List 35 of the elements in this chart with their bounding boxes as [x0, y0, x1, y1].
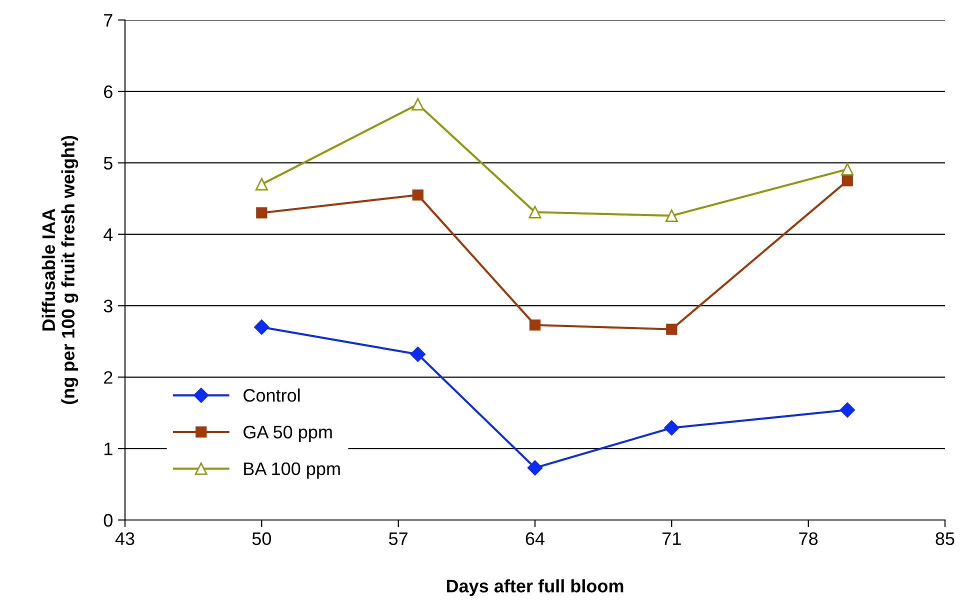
y-tick-label: 1: [104, 442, 112, 456]
legend-label: GA 50 ppm: [244, 426, 332, 442]
x-axis-title: Days after full bloom: [446, 579, 624, 596]
legend-label: Control: [244, 388, 300, 402]
y-axis-title: Diffusable IAA (ng per 100 g fruit fresh weight): [42, 136, 78, 404]
y-tick-label: 4: [104, 228, 113, 241]
x-tick-label: 71: [662, 532, 681, 545]
point: [528, 206, 542, 218]
x-tick-label: 85: [936, 532, 954, 546]
y-tick-label: 3: [104, 300, 112, 312]
x-tick-label: 78: [799, 532, 818, 546]
legend-label: BA 100 ppm: [244, 462, 340, 479]
y-tick-label: 7: [104, 14, 112, 27]
point: [255, 178, 268, 191]
point: [842, 175, 853, 186]
point: [665, 209, 678, 222]
y-tick-label: 5: [104, 156, 112, 170]
x-tick-label: 57: [389, 532, 408, 546]
y-tick-label: 2: [104, 371, 112, 384]
point: [256, 207, 268, 218]
point: [664, 420, 680, 436]
point: [412, 98, 424, 111]
point: [412, 189, 424, 201]
point: [840, 402, 855, 418]
x-tick-label: 43: [115, 532, 134, 546]
y-tick-label: 6: [104, 85, 112, 98]
point: [529, 319, 541, 331]
y-tick-label: 0: [104, 514, 112, 527]
x-tick-label: 64: [526, 532, 545, 546]
point: [666, 324, 678, 335]
x-tick-label: 50: [252, 532, 272, 546]
point: [254, 320, 270, 335]
point: [410, 346, 426, 362]
point: [527, 460, 543, 476]
point: [841, 163, 854, 176]
